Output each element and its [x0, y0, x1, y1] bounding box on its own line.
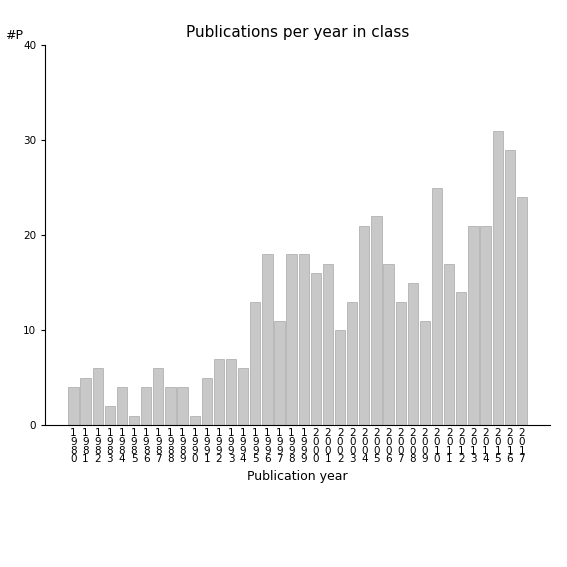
X-axis label: Publication year: Publication year [247, 470, 348, 483]
Text: #P: #P [5, 28, 23, 41]
Bar [153, 369, 163, 425]
Bar [92, 369, 103, 425]
Bar [299, 255, 309, 425]
Bar [214, 359, 224, 425]
Bar [396, 302, 406, 425]
Bar [359, 226, 370, 425]
Bar [202, 378, 212, 425]
Bar [432, 188, 442, 425]
Bar [226, 359, 236, 425]
Bar [68, 387, 79, 425]
Bar [238, 369, 248, 425]
Bar [177, 387, 188, 425]
Bar [311, 273, 321, 425]
Bar [129, 416, 139, 425]
Bar [444, 264, 454, 425]
Bar [117, 387, 127, 425]
Title: Publications per year in class: Publications per year in class [186, 25, 409, 40]
Bar [274, 321, 285, 425]
Bar [141, 387, 151, 425]
Bar [347, 302, 357, 425]
Bar [189, 416, 200, 425]
Bar [105, 406, 115, 425]
Bar [286, 255, 297, 425]
Bar [493, 131, 503, 425]
Bar [456, 293, 467, 425]
Bar [250, 302, 260, 425]
Bar [480, 226, 490, 425]
Bar [420, 321, 430, 425]
Bar [517, 197, 527, 425]
Bar [468, 226, 479, 425]
Bar [323, 264, 333, 425]
Bar [165, 387, 176, 425]
Bar [262, 255, 273, 425]
Bar [335, 330, 345, 425]
Bar [383, 264, 393, 425]
Bar [505, 150, 515, 425]
Bar [408, 283, 418, 425]
Bar [81, 378, 91, 425]
Bar [371, 217, 382, 425]
